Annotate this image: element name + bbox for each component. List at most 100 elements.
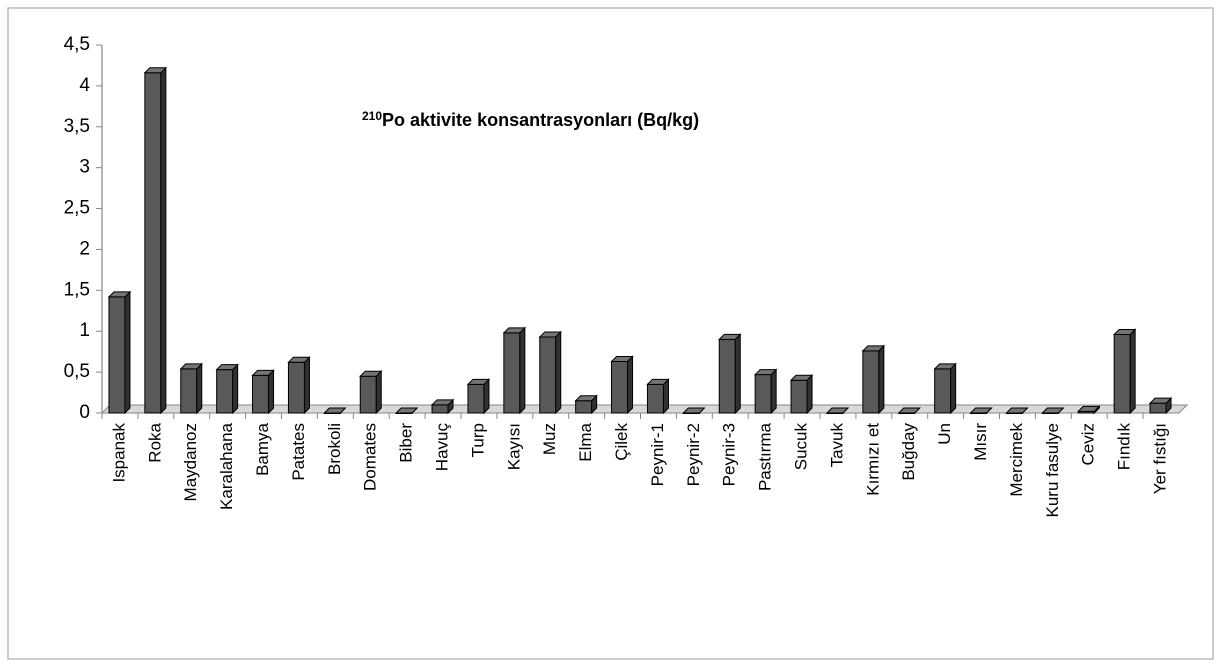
x-tick-label: Tavuk <box>827 423 846 468</box>
x-tick-label: Pastırma <box>756 422 775 491</box>
bar-top <box>1148 397 1173 404</box>
y-tick-label: 3,5 <box>64 116 90 137</box>
bar-top <box>1077 405 1101 412</box>
bar <box>143 66 168 415</box>
bar <box>1112 328 1137 415</box>
bar-top <box>538 331 562 338</box>
bar-side <box>806 374 813 415</box>
x-tick-label: Karalahana <box>217 422 236 510</box>
x-tick-label: Yer fıstığı <box>1151 423 1170 494</box>
bar-side <box>1129 328 1136 415</box>
bar-top <box>143 67 168 74</box>
bar-front <box>575 400 593 414</box>
chart-title: 210Po aktivite konsantrasyonları (Bq/kg) <box>362 109 699 130</box>
bar-top <box>789 374 814 381</box>
bar-top <box>574 395 598 402</box>
bar-front <box>1149 402 1167 414</box>
x-tick-label: Un <box>935 423 954 445</box>
bar-front <box>467 383 485 414</box>
x-tick-label: Mercimek <box>1007 423 1026 497</box>
bar-side <box>124 290 131 415</box>
bar-front <box>611 360 629 414</box>
bar-front <box>287 361 305 414</box>
bar <box>718 333 742 415</box>
bar-front <box>934 368 952 414</box>
x-tick-label: Kuru fasulye <box>1043 423 1062 518</box>
bar-side <box>160 66 167 415</box>
bar-top <box>753 369 778 376</box>
bar <box>646 378 670 415</box>
bar-top <box>1005 407 1029 414</box>
bar <box>251 369 275 415</box>
bar-top <box>897 407 921 414</box>
x-tick-label: Kırmızı et <box>863 423 882 496</box>
bar-top <box>359 370 383 377</box>
bar-top <box>251 369 275 376</box>
bar <box>789 374 814 415</box>
x-tick-label: Patates <box>289 423 308 481</box>
bar-top <box>466 378 491 385</box>
bar-side <box>662 378 669 415</box>
bar-side <box>770 368 777 415</box>
bar-side <box>483 378 490 415</box>
bar <box>215 363 239 415</box>
bar <box>179 362 203 415</box>
bar-side <box>232 363 239 415</box>
x-tick-label: Buğday <box>899 423 918 481</box>
bar-side <box>627 355 634 415</box>
y-tick-label: 1 <box>79 320 90 341</box>
x-tick-label: Kayısı <box>504 423 523 470</box>
x-tick-label: Muz <box>540 423 559 455</box>
x-tick-label: Fındık <box>1115 423 1134 471</box>
y-tick-label: 3 <box>79 157 90 178</box>
y-tick-label: 1,5 <box>64 279 90 300</box>
bar <box>323 407 347 414</box>
bar-top <box>323 407 347 414</box>
bar-front <box>790 379 808 414</box>
x-tick-label: Brokoli <box>325 423 344 475</box>
bar-top <box>682 407 706 414</box>
bar-top <box>969 407 993 414</box>
x-tick-label: Maydanoz <box>181 423 200 501</box>
bar <box>933 362 957 415</box>
x-tick-label: Turp <box>468 423 487 457</box>
bar <box>897 407 921 414</box>
bar-front <box>144 72 162 414</box>
bar-top <box>933 363 957 370</box>
bar-front <box>1113 333 1131 414</box>
y-tick-label: 4,5 <box>64 34 90 55</box>
x-tick-label: Ceviz <box>1079 423 1098 466</box>
bar-front <box>862 350 880 414</box>
bar <box>359 369 383 415</box>
bar-top <box>287 356 311 363</box>
bar <box>610 355 634 415</box>
bar <box>430 398 455 415</box>
x-tick-label: Peynir-1 <box>648 423 667 486</box>
y-tick-label: 0,5 <box>64 361 90 382</box>
y-tick-label: 2,5 <box>64 198 90 219</box>
bar-top <box>215 364 239 371</box>
x-tick-label: Domates <box>361 423 380 491</box>
bar-side <box>303 356 310 415</box>
bar-front <box>252 374 270 414</box>
bar-top <box>1112 328 1137 335</box>
bar-top <box>1041 407 1065 414</box>
bar <box>825 407 850 414</box>
x-tick-label: Sucuk <box>792 423 811 471</box>
bar-top <box>825 407 850 414</box>
x-tick-label: Peynir-2 <box>684 423 703 486</box>
bar <box>1077 405 1101 415</box>
bar <box>682 407 706 414</box>
title-superscript: 210 <box>362 109 382 123</box>
x-tick-label: Ispanak <box>109 423 128 483</box>
bar-side <box>268 369 275 415</box>
bar-front <box>646 383 664 414</box>
bar-top <box>646 378 670 385</box>
bar-top <box>430 399 455 406</box>
bar <box>502 326 527 415</box>
bar-front <box>503 332 521 414</box>
x-tick-label: Çilek <box>612 423 631 461</box>
x-tick-label: Biber <box>397 423 416 463</box>
bar <box>466 378 491 415</box>
